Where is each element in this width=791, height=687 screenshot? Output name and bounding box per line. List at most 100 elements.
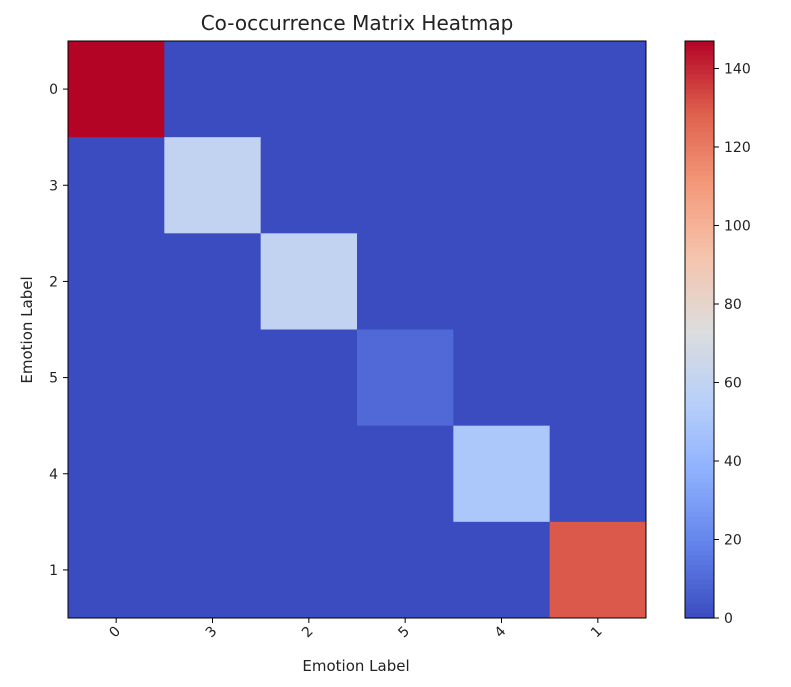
- y-tick-label: 4: [49, 467, 58, 483]
- heatmap-cell: [453, 425, 551, 523]
- heatmap-cell: [549, 137, 647, 234]
- colorbar-segment: [685, 41, 714, 47]
- colorbar-segment: [685, 329, 714, 335]
- colorbar-segment: [685, 204, 714, 210]
- colorbar-segment: [685, 555, 714, 561]
- colorbar-segment: [685, 151, 714, 157]
- colorbar-segment: [685, 396, 714, 403]
- heatmap-cell: [68, 425, 165, 523]
- colorbar-segment: [685, 74, 714, 81]
- colorbar-segment: [685, 550, 714, 557]
- y-tick-label: 1: [49, 563, 58, 579]
- colorbar-segment: [685, 372, 714, 379]
- heatmap-cell: [260, 137, 358, 234]
- heatmap-cell: [357, 425, 454, 523]
- colorbar-segment: [685, 175, 714, 182]
- colorbar-segment: [685, 392, 714, 398]
- colorbar-segment: [685, 137, 714, 143]
- heatmap-cell: [549, 521, 647, 619]
- heatmap-cell: [68, 233, 165, 330]
- colorbar-segment: [685, 483, 714, 489]
- heatmap-cell: [357, 41, 454, 138]
- heatmap-cell: [68, 329, 165, 427]
- heatmap-cell: [453, 41, 551, 138]
- colorbar-segment: [685, 598, 714, 605]
- colorbar-segment: [685, 247, 714, 254]
- colorbar-segment: [685, 156, 714, 162]
- y-axis-label: Emotion Label: [18, 276, 36, 383]
- colorbar-segment: [685, 512, 714, 518]
- heatmap-cell: [549, 233, 647, 330]
- colorbar-segment: [685, 382, 714, 388]
- colorbar-segment: [685, 214, 714, 220]
- colorbar-tick-label: 120: [724, 140, 751, 156]
- colorbar-segment: [685, 343, 714, 350]
- colorbar-segment: [685, 358, 714, 364]
- y-tick-label: 3: [49, 178, 58, 194]
- colorbar-segment: [685, 545, 714, 552]
- colorbar-segment: [685, 468, 714, 475]
- y-axis-ticks: 0 3 2 5 4 1: [49, 82, 68, 579]
- heatmap-cell: [453, 329, 551, 427]
- colorbar-segment: [685, 579, 714, 585]
- heatmap-cell: [164, 425, 262, 523]
- heatmap-cell: [164, 329, 262, 427]
- colorbar-segment: [685, 161, 714, 167]
- colorbar-segment: [685, 190, 714, 196]
- colorbar-segment: [685, 440, 714, 446]
- heatmap-cell: [453, 521, 551, 619]
- heatmap-cell: [357, 521, 454, 619]
- heatmap-cell: [260, 521, 358, 619]
- colorbar-segment: [685, 286, 714, 292]
- colorbar-segment: [685, 305, 714, 311]
- colorbar-segment: [685, 257, 714, 263]
- y-tick-label: 5: [49, 371, 58, 387]
- x-axis-label: Emotion Label: [302, 657, 409, 675]
- colorbar-segment: [685, 353, 714, 359]
- heatmap-cell: [260, 233, 358, 330]
- plot-frame: [67, 40, 647, 619]
- colorbar-segment: [685, 180, 714, 186]
- colorbar-segment: [685, 339, 714, 345]
- y-tick-label: 0: [49, 82, 58, 98]
- colorbar-segment: [685, 613, 714, 619]
- colorbar-segment: [685, 252, 714, 258]
- colorbar-segment: [685, 132, 714, 138]
- colorbar-segment: [685, 242, 714, 249]
- colorbar-segment: [685, 430, 714, 436]
- colorbar-segment: [685, 464, 714, 470]
- colorbar-segment: [685, 262, 714, 268]
- colorbar-segment: [685, 103, 714, 109]
- colorbar-segment: [685, 170, 714, 177]
- colorbar-segment: [685, 218, 714, 225]
- colorbar-segment: [685, 324, 714, 331]
- colorbar-tick-label: 20: [724, 532, 742, 548]
- colorbar-segment: [685, 315, 714, 321]
- colorbar-segment: [685, 536, 714, 542]
- colorbar-tick-label: 40: [724, 454, 742, 470]
- colorbar-segment: [685, 209, 714, 215]
- colorbar-segment: [685, 507, 714, 513]
- colorbar-segment: [685, 199, 714, 206]
- colorbar-segment: [685, 194, 714, 201]
- colorbar-segment: [685, 367, 714, 374]
- colorbar-segment: [685, 334, 714, 340]
- colorbar-segment: [685, 584, 714, 590]
- colorbar-frame: [684, 40, 715, 619]
- colorbar-segment: [685, 310, 714, 316]
- colorbar-segment: [685, 502, 714, 509]
- colorbar-ticks: 0 20 40 60 80 100 120 140: [714, 61, 751, 627]
- heatmap-cell: [260, 41, 358, 138]
- heatmap-cell: [164, 233, 262, 330]
- colorbar-segment: [685, 141, 714, 148]
- colorbar-segment: [685, 291, 714, 297]
- colorbar-segment: [685, 425, 714, 432]
- colorbar-segment: [685, 55, 714, 61]
- colorbar-segment: [685, 521, 714, 528]
- colorbar-segment: [685, 122, 714, 129]
- colorbar-tick-label: 100: [724, 218, 751, 234]
- heatmap-cell: [260, 329, 358, 427]
- heatmap-cell: [68, 41, 165, 138]
- colorbar-segment: [685, 281, 714, 287]
